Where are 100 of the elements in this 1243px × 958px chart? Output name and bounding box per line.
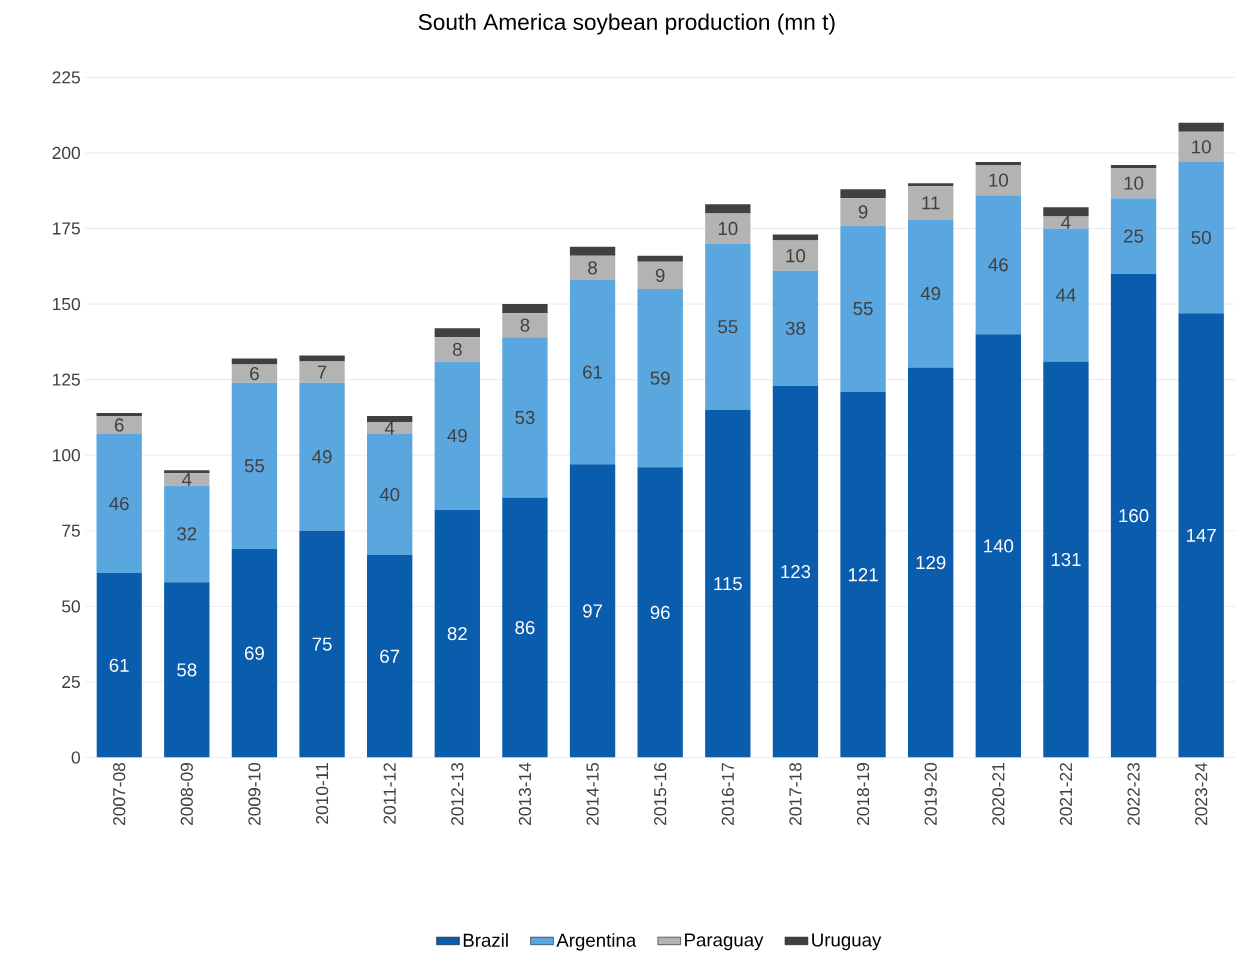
bar [299, 531, 345, 758]
y-tick-label: 100 [53, 449, 80, 462]
y-tick-label: 150 [53, 298, 80, 311]
bar [299, 355, 345, 362]
bar [975, 162, 1021, 166]
data-label: 49 [447, 429, 467, 443]
data-label: 32 [177, 527, 197, 541]
data-label: 160 [1119, 509, 1149, 523]
bar [1043, 207, 1089, 217]
bar [231, 382, 278, 550]
data-label: 140 [984, 539, 1014, 553]
x-tick-label: 2010-11 [315, 763, 329, 824]
legend-label: Uruguay [812, 933, 882, 951]
data-label: 86 [515, 621, 535, 635]
bar [96, 413, 142, 417]
bar [1043, 361, 1089, 758]
data-label: 55 [718, 320, 738, 334]
x-tick-label: 2022-23 [1127, 763, 1140, 826]
data-label: 10 [1124, 176, 1144, 190]
bar [772, 385, 819, 758]
x-tick-label: 2018-19 [856, 763, 870, 826]
data-label: 8 [520, 318, 530, 333]
bar [1178, 122, 1224, 132]
bar [96, 573, 142, 758]
bar [502, 313, 548, 338]
bar [164, 582, 210, 758]
data-label: 82 [447, 627, 467, 641]
bar [705, 213, 751, 244]
y-tick-label: 50 [62, 600, 80, 613]
data-label: 49 [920, 287, 941, 301]
bar [299, 361, 345, 383]
data-label: 46 [988, 258, 1008, 272]
data-label: 49 [312, 450, 332, 464]
bar [367, 416, 413, 423]
y-tick-label: 200 [52, 146, 80, 160]
data-label: 6 [250, 367, 259, 381]
data-label: 67 [380, 649, 400, 664]
bar [975, 195, 1021, 335]
bar [637, 255, 683, 262]
x-tick-label: 2012-13 [451, 763, 464, 826]
bar [164, 470, 210, 474]
data-label: 10 [1192, 140, 1211, 154]
y-tick-label: 125 [53, 373, 80, 386]
y-tick-label: 175 [53, 222, 80, 235]
bar [96, 434, 142, 574]
data-label: 10 [718, 222, 738, 236]
bar [164, 485, 210, 583]
data-label: 53 [515, 411, 535, 425]
x-tick-label: 2021-22 [1059, 763, 1073, 826]
data-label: 61 [109, 658, 129, 673]
x-tick-label: 2017-18 [789, 763, 802, 826]
data-label: 58 [177, 663, 197, 677]
data-label: 131 [1051, 553, 1081, 567]
data-label: 121 [848, 568, 878, 582]
data-label: 115 [714, 577, 742, 591]
data-label: 61 [583, 365, 603, 379]
bar [840, 198, 886, 226]
y-tick-label: 25 [62, 676, 80, 689]
x-tick-label: 2015-16 [654, 763, 667, 826]
bar [840, 391, 886, 758]
bar [840, 189, 886, 199]
bar [975, 165, 1021, 196]
bar [637, 467, 683, 758]
bar [637, 289, 683, 468]
legend-label: Paraguay [685, 933, 764, 951]
data-label: 4 [1061, 216, 1071, 230]
data-label: 59 [650, 371, 670, 385]
x-tick-label: 2009-10 [248, 763, 261, 826]
data-label: 10 [989, 173, 1008, 187]
bar [569, 246, 616, 256]
data-label: 4 [384, 421, 395, 435]
x-tick-label: 2014-15 [586, 763, 599, 826]
data-label: 9 [858, 205, 868, 219]
bar [772, 240, 819, 272]
bar [569, 255, 616, 281]
bar [908, 183, 954, 187]
bar [1043, 216, 1089, 229]
data-label: 11 [922, 196, 940, 210]
bar [1110, 165, 1157, 169]
data-label: 97 [583, 604, 603, 618]
data-label: 6 [114, 418, 124, 432]
x-tick-label: 2016-17 [721, 763, 734, 826]
data-label: 44 [1055, 288, 1076, 302]
data-label: 96 [650, 606, 670, 620]
data-label: 123 [781, 565, 811, 579]
bar [502, 304, 548, 314]
y-tick-label: 75 [62, 524, 80, 538]
data-label: 55 [244, 459, 265, 473]
data-label: 7 [317, 365, 327, 379]
data-label: 75 [312, 637, 332, 651]
data-label: 9 [655, 268, 665, 283]
data-label: 8 [452, 343, 462, 357]
x-tick-label: 2008-09 [180, 763, 193, 826]
bar [96, 416, 142, 435]
bar [705, 204, 751, 214]
bar [231, 358, 278, 365]
x-tick-label: 2020-21 [992, 763, 1005, 826]
bar [367, 434, 413, 556]
bar [840, 225, 886, 392]
y-tick-label: 225 [52, 71, 80, 84]
